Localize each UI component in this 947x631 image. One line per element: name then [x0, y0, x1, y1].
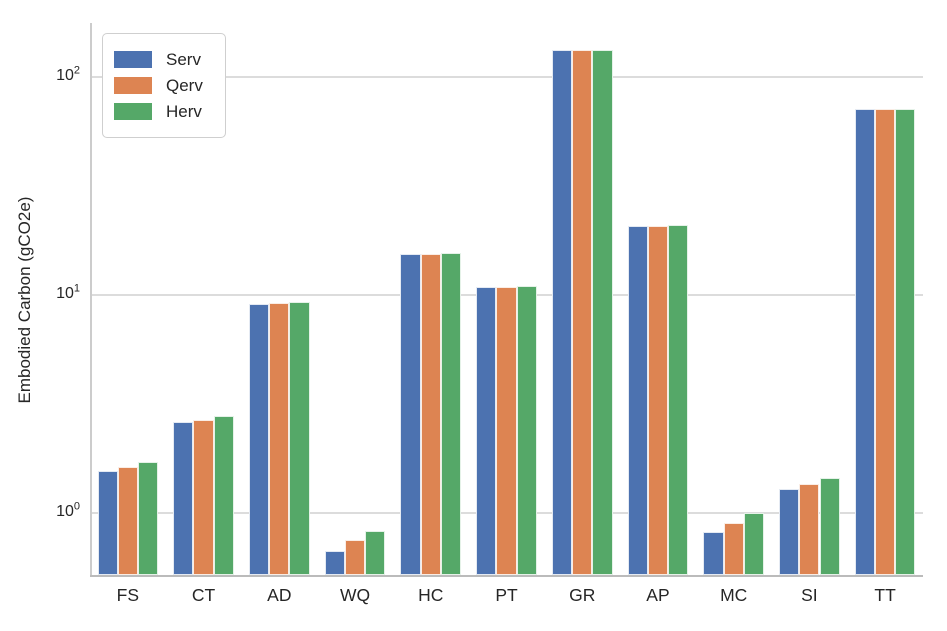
x-axis-spine [90, 575, 923, 577]
legend-item-qerv: Qerv [114, 76, 203, 95]
legend-label: Qerv [166, 76, 203, 95]
x-tick-label: FS [116, 585, 140, 605]
bar-tt-herv [895, 109, 916, 575]
bar-ct-herv [213, 416, 234, 575]
x-tick-label: CT [191, 585, 216, 605]
gridline [90, 75, 923, 78]
x-tick-label: MC [720, 585, 748, 605]
legend-item-herv: Herv [114, 102, 203, 121]
y-tick-label: 100 [56, 500, 80, 521]
x-tick-label: HC [418, 585, 444, 605]
x-tick-label: GR [569, 585, 596, 605]
bar-gr-herv [592, 50, 613, 575]
bar-wq-herv [365, 530, 386, 575]
bar-mc-qerv [723, 523, 744, 575]
bar-gr-serv [551, 50, 573, 575]
bar-gr-qerv [572, 50, 593, 575]
bar-ad-qerv [269, 302, 290, 575]
bar-fs-serv [97, 471, 118, 575]
legend-swatch [114, 51, 152, 68]
x-tick-label: SI [801, 585, 818, 605]
bar-fs-qerv [117, 466, 138, 575]
bar-ap-serv [627, 225, 648, 575]
x-tick-label: AD [267, 585, 292, 605]
bar-hc-serv [400, 254, 421, 575]
y-tick-label: 101 [56, 282, 80, 302]
bar-wq-serv [324, 550, 345, 575]
legend-label: Serv [166, 50, 201, 69]
legend: Serv Qerv Herv [102, 33, 226, 138]
bar-ad-herv [289, 301, 310, 575]
bar-si-serv [779, 488, 800, 575]
legend-item-serv: Serv [114, 50, 203, 69]
bar-pt-serv [476, 286, 497, 575]
legend-swatch [114, 77, 152, 94]
y-axis-label: Embodied Carbon (gCO2e) [15, 196, 34, 404]
bar-tt-serv [854, 109, 876, 575]
bar-ct-serv [173, 421, 194, 575]
bar-wq-qerv [344, 540, 366, 575]
bar-ct-qerv [193, 419, 214, 575]
x-tick-label: TT [874, 585, 896, 605]
y-tick-label: 102 [56, 64, 80, 84]
legend-label: Herv [166, 102, 202, 121]
y-axis-spine [90, 23, 92, 575]
x-tick-label: WQ [339, 585, 371, 605]
bar-fs-herv [137, 461, 159, 575]
bar-ap-qerv [647, 225, 669, 575]
bar-si-qerv [799, 483, 820, 575]
bar-ad-serv [249, 303, 270, 575]
x-tick-label: AP [646, 585, 670, 605]
bar-pt-herv [516, 285, 537, 575]
bar-pt-qerv [496, 286, 517, 575]
bar-hc-qerv [420, 253, 441, 575]
bar-tt-qerv [875, 109, 896, 575]
bar-hc-herv [440, 252, 462, 575]
bar-mc-herv [743, 513, 764, 575]
legend-swatch [114, 103, 152, 120]
x-tick-label: PT [495, 585, 518, 605]
bar-mc-serv [703, 531, 724, 575]
bar-ap-herv [668, 224, 689, 575]
bar-si-herv [819, 477, 840, 575]
